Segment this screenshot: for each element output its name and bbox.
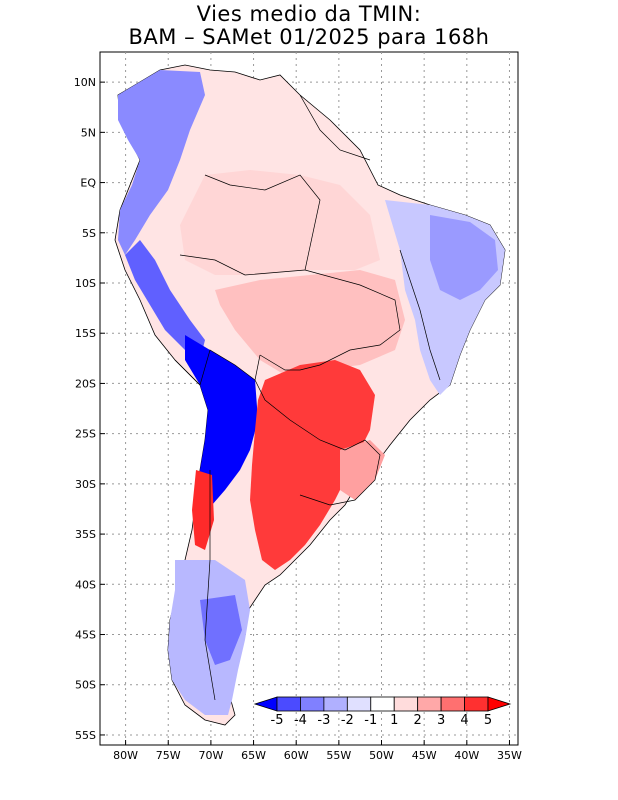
x-tick-label: 60W bbox=[284, 749, 309, 762]
country-borders bbox=[174, 94, 441, 701]
y-tick-label: 35S bbox=[75, 528, 96, 541]
y-tick-label: 45S bbox=[75, 629, 96, 642]
y-tick-label: EQ bbox=[80, 177, 96, 190]
warm-bias-amazon bbox=[180, 170, 380, 275]
warm-bias-core bbox=[250, 360, 375, 570]
y-tick-label: 5N bbox=[81, 126, 96, 139]
warm-bias-chile-streak bbox=[192, 470, 214, 550]
colorbar-swatch bbox=[393, 696, 419, 712]
colorbar-swatch bbox=[346, 696, 372, 712]
y-tick-label: 25S bbox=[75, 428, 96, 441]
map-title-line1: Vies medio da TMIN: bbox=[196, 2, 422, 26]
y-axis-ticks: 10N 5N EQ 5S 10S 15S 20S 25S 30S 35S 40S 45S 50S 55S bbox=[74, 76, 105, 742]
y-tick-label: 20S bbox=[75, 377, 96, 390]
colorbar-label: 1 bbox=[390, 713, 398, 728]
y-tick-label: 5S bbox=[82, 227, 96, 240]
colorbar-label: 4 bbox=[460, 713, 468, 728]
x-tick-label: 35W bbox=[497, 749, 522, 762]
colorbar-swatch bbox=[417, 696, 442, 712]
colorbar-label: -5 bbox=[271, 713, 284, 728]
y-tick-label: 30S bbox=[75, 478, 96, 491]
x-tick-label: 45W bbox=[412, 749, 437, 762]
x-tick-label: 80W bbox=[113, 749, 138, 762]
cold-bias-patagonia-core bbox=[200, 595, 242, 665]
x-tick-label: 70W bbox=[198, 749, 223, 762]
colorbar-swatch bbox=[276, 696, 301, 712]
cold-bias-andes-peru bbox=[125, 240, 205, 360]
x-axis-ticks: 80W 75W 70W 65W 60W 55W 50W 45W 40W 35W bbox=[113, 740, 522, 762]
y-tick-label: 40S bbox=[75, 578, 96, 591]
colorbar-label: 2 bbox=[414, 713, 422, 728]
y-tick-label: 10N bbox=[74, 76, 96, 89]
colorbar-label: 3 bbox=[437, 713, 445, 728]
colorbar-swatch bbox=[440, 696, 465, 712]
x-tick-label: 55W bbox=[326, 749, 351, 762]
x-tick-label: 65W bbox=[241, 749, 266, 762]
cold-bias-northwest bbox=[118, 70, 205, 255]
x-tick-label: 75W bbox=[156, 749, 181, 762]
anomaly-field bbox=[114, 64, 506, 726]
colorbar-label: -3 bbox=[317, 713, 330, 728]
colorbar-label: -1 bbox=[364, 713, 377, 728]
warm-bias-south-brazil bbox=[340, 440, 385, 500]
y-tick-label: 50S bbox=[75, 679, 96, 692]
colorbar-swatch bbox=[323, 696, 348, 712]
colorbar-swatch bbox=[464, 696, 489, 712]
x-tick-label: 50W bbox=[369, 749, 394, 762]
colorbar-label: -4 bbox=[294, 713, 307, 728]
y-tick-label: 15S bbox=[75, 327, 96, 340]
y-tick-label: 55S bbox=[75, 729, 96, 742]
cold-bias-andes-chile bbox=[185, 335, 258, 505]
y-tick-label: 10S bbox=[75, 277, 96, 290]
colorbar-swatch bbox=[487, 696, 512, 712]
colorbar-label: 5 bbox=[484, 713, 492, 728]
map-title-line2: BAM – SAMet 01/2025 para 168h bbox=[128, 25, 490, 49]
x-tick-label: 40W bbox=[454, 749, 479, 762]
cold-bias-northeast-core bbox=[430, 215, 498, 300]
colorbar-label: -2 bbox=[341, 713, 354, 728]
colorbar-swatch bbox=[300, 696, 325, 712]
colorbar: -5 -4 -3 -2 -1 1 2 3 4 5 bbox=[253, 696, 512, 728]
colorbar-swatch bbox=[370, 696, 395, 712]
